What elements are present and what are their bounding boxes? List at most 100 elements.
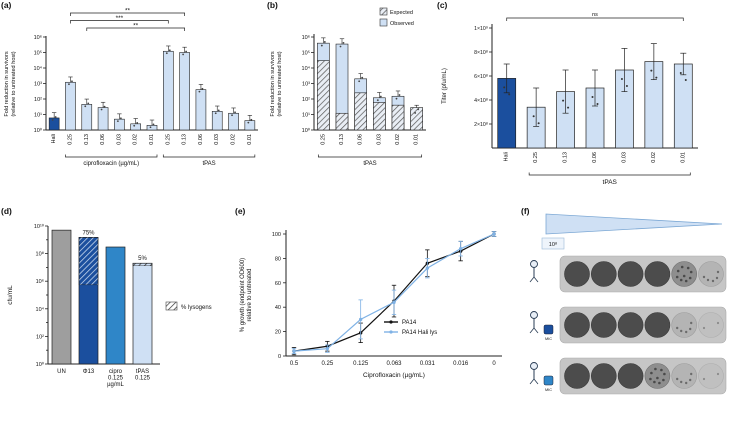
svg-text:0: 0 <box>492 361 496 367</box>
panel-b-label: (b) <box>267 0 278 10</box>
svg-text:10⁶: 10⁶ <box>34 34 42 41</box>
svg-text:0.02: 0.02 <box>395 134 401 145</box>
svg-text:0.02: 0.02 <box>133 134 139 145</box>
svg-text:0.03: 0.03 <box>621 152 627 163</box>
svg-text:0.125: 0.125 <box>135 376 151 382</box>
svg-text:5%: 5% <box>138 256 147 262</box>
svg-text:PA14: PA14 <box>402 320 417 326</box>
svg-text:0.5: 0.5 <box>290 361 299 367</box>
svg-text:10⁶: 10⁶ <box>302 34 310 41</box>
svg-text:Ciprofloxacin (µg/mL): Ciprofloxacin (µg/mL) <box>363 372 425 379</box>
svg-text:10⁴: 10⁴ <box>302 65 311 72</box>
svg-text:0.25: 0.25 <box>165 134 171 145</box>
svg-text:ns: ns <box>592 12 598 18</box>
svg-text:10⁵: 10⁵ <box>302 50 310 57</box>
panel-f-spot-assay: 10⁸ MIC MIC <box>529 213 727 395</box>
phage-icon <box>529 260 539 283</box>
svg-text:0.06: 0.06 <box>100 134 106 145</box>
panel-e-label: (e) <box>235 206 246 216</box>
svg-text:0.13: 0.13 <box>182 134 188 145</box>
svg-text:10⁰: 10⁰ <box>302 127 311 134</box>
panel-a-chart: 10⁰ 10¹ 10² 10³ 10⁴ 10⁵ 10⁶ Hali 0.25 0.13 0.06 0.0… <box>4 8 258 167</box>
svg-text:6×10⁸: 6×10⁸ <box>474 74 488 80</box>
panel-f: (f) 10⁸ MIC MIC <box>520 206 733 415</box>
svg-text:% lysogens: % lysogens <box>181 305 212 311</box>
svg-text:0.25: 0.25 <box>67 134 73 145</box>
svg-text:Hali: Hali <box>51 134 57 143</box>
panel-d: (d) 10⁰ 10² 10⁴ 10⁶ 10⁸ 10¹⁰ UN 75% Φ13 cipro 0.12… <box>0 206 230 421</box>
svg-text:Hali: Hali <box>504 152 510 161</box>
svg-text:0.25: 0.25 <box>320 134 326 145</box>
svg-text:0.25: 0.25 <box>533 152 539 163</box>
svg-text:10²: 10² <box>36 334 44 340</box>
svg-text:10⁸: 10⁸ <box>549 241 557 248</box>
svg-text:Fold reduction in survivors: Fold reduction in survivors <box>4 51 10 116</box>
panel-e-chart: 0 20 40 60 80 100 0.5 0.25 0.125 0.063 0.031 0.016 0… <box>240 230 502 379</box>
svg-text:0.01: 0.01 <box>414 134 420 145</box>
svg-text:tPAS: tPAS <box>603 179 618 186</box>
svg-text:Titer (pfu/mL): Titer (pfu/mL) <box>442 68 448 104</box>
svg-text:0.03: 0.03 <box>376 134 382 145</box>
svg-text:0.016: 0.016 <box>453 361 469 367</box>
svg-text:0.01: 0.01 <box>680 152 686 163</box>
panel-b-chart: 10⁰ 10¹ 10² 10³ 10⁴ 10⁵ 10⁶ 0.25 0.13 0.06 0.03 0.0… <box>270 7 426 167</box>
panel-a: (a) 10⁰ 10¹ 10² 10³ 10⁴ 10⁵ 10⁶ Hali 0.25 0.13 0.0… <box>0 0 262 207</box>
svg-text:10⁰: 10⁰ <box>34 127 43 134</box>
svg-text:0.13: 0.13 <box>563 152 569 163</box>
svg-text:1×10⁹: 1×10⁹ <box>474 26 488 32</box>
svg-text:**: ** <box>125 8 131 15</box>
svg-text:**: ** <box>133 23 139 30</box>
svg-text:(relative to untreated host): (relative to untreated host) <box>277 51 283 116</box>
panel-b: (b) 10⁰ 10¹ 10² 10³ 10⁴ 10⁵ 10⁶ 0.25 0.13 0.06 0.0… <box>266 0 432 207</box>
svg-text:0.06: 0.06 <box>358 134 364 145</box>
svg-text:10¹: 10¹ <box>302 113 310 119</box>
svg-text:10¹: 10¹ <box>34 113 42 119</box>
svg-text:10³: 10³ <box>302 82 310 88</box>
svg-text:0.13: 0.13 <box>339 134 345 145</box>
svg-text:0.03: 0.03 <box>214 134 220 145</box>
svg-text:ciprofloxacin (µg/mL): ciprofloxacin (µg/mL) <box>83 161 139 167</box>
svg-text:0.25: 0.25 <box>321 361 333 367</box>
svg-text:10²: 10² <box>34 97 42 103</box>
svg-text:(relative to untreated host): (relative to untreated host) <box>11 51 17 116</box>
svg-text:Φ13: Φ13 <box>83 369 95 375</box>
svg-text:0.13: 0.13 <box>84 134 90 145</box>
svg-text:relative to untreated: relative to untreated <box>247 268 253 321</box>
svg-text:tPAS: tPAS <box>363 161 376 167</box>
svg-text:10⁴: 10⁴ <box>34 65 43 72</box>
svg-text:10⁶: 10⁶ <box>36 278 44 285</box>
svg-text:0.03: 0.03 <box>116 134 122 145</box>
svg-text:100: 100 <box>272 232 281 238</box>
svg-text:75%: 75% <box>82 230 95 236</box>
svg-text:10⁰: 10⁰ <box>36 361 45 368</box>
svg-text:MIC: MIC <box>545 337 552 341</box>
svg-text:0.06: 0.06 <box>198 134 204 145</box>
svg-text:0.063: 0.063 <box>386 361 402 367</box>
svg-text:tPAS: tPAS <box>202 161 215 167</box>
svg-text:0.02: 0.02 <box>231 134 237 145</box>
svg-text:tPAS: tPAS <box>136 369 149 375</box>
svg-text:10¹⁰: 10¹⁰ <box>34 223 45 230</box>
svg-text:10⁸: 10⁸ <box>36 251 44 258</box>
panel-e: (e) 0 20 40 60 80 100 0.5 0.25 0.125 0.063 0.031 0.… <box>234 206 519 421</box>
svg-text:20: 20 <box>275 330 281 336</box>
svg-text:10⁵: 10⁵ <box>34 50 42 57</box>
svg-text:10⁴: 10⁴ <box>36 306 45 313</box>
panel-d-label: (d) <box>1 206 12 216</box>
svg-text:***: *** <box>116 15 124 22</box>
phage-icon <box>529 311 539 334</box>
svg-text:0.031: 0.031 <box>420 361 436 367</box>
antibiotic-icon <box>543 324 554 335</box>
panel-c-chart: 2×10⁸ 4×10⁸ 6×10⁸ 8×10⁸ 1×10⁹ Hali 0.25 0.13 0.0… <box>442 12 698 186</box>
svg-text:60: 60 <box>275 281 281 287</box>
svg-text:% growth (endpoint OD600): % growth (endpoint OD600) <box>240 258 246 332</box>
panel-f-label: (f) <box>521 206 530 216</box>
svg-text:0.02: 0.02 <box>651 152 657 163</box>
svg-text:2×10⁸: 2×10⁸ <box>474 122 488 128</box>
svg-text:0.125: 0.125 <box>353 361 369 367</box>
svg-text:Observed: Observed <box>390 21 414 27</box>
svg-text:0: 0 <box>278 354 281 360</box>
svg-text:0.01: 0.01 <box>149 134 155 145</box>
svg-text:0.01: 0.01 <box>247 134 253 145</box>
